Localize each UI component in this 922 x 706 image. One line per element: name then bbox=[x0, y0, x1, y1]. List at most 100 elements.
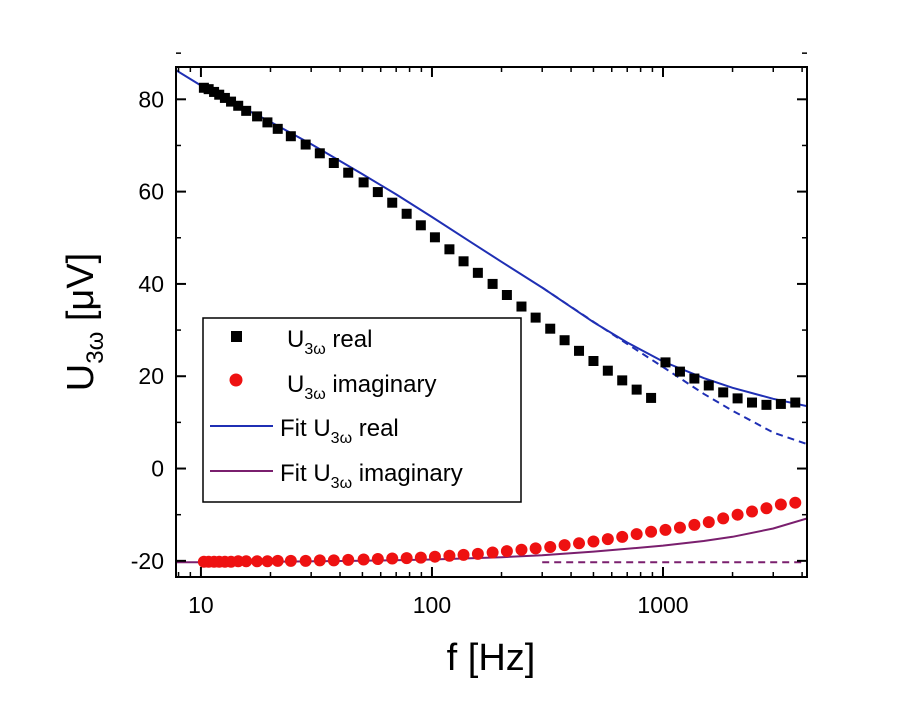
real-data-point bbox=[241, 105, 252, 116]
imaginary-data-point bbox=[428, 550, 441, 563]
real-data-point bbox=[401, 208, 412, 219]
real-data-point bbox=[226, 96, 237, 107]
real-data-point bbox=[372, 187, 383, 198]
imaginary-data-point bbox=[717, 512, 730, 525]
real-data-point bbox=[501, 290, 512, 300]
y-tick-label: 80 bbox=[138, 86, 164, 112]
imaginary-data-point bbox=[789, 496, 802, 509]
axis-ticks: 10 100 1000 -20 0 20 40 60 80 bbox=[131, 52, 807, 618]
imaginary-data-point bbox=[240, 555, 253, 568]
imaginary-data-point bbox=[327, 554, 340, 567]
imaginary-data-point bbox=[313, 554, 326, 567]
legend: U3ω real U3ω imaginary Fit U3ω real Fit … bbox=[202, 317, 522, 503]
imaginary-data-point bbox=[443, 549, 456, 562]
legend-marker-real bbox=[231, 331, 242, 342]
real-data-point bbox=[487, 278, 498, 289]
imaginary-data-point bbox=[271, 554, 284, 567]
imaginary-data-point bbox=[731, 508, 744, 521]
real-data-point bbox=[272, 123, 283, 134]
real-data-point bbox=[328, 158, 339, 168]
imaginary-data-point bbox=[630, 528, 643, 541]
real-data-point bbox=[387, 197, 398, 208]
real-data-point bbox=[545, 323, 556, 334]
real-data-point bbox=[574, 345, 585, 356]
imaginary-data-point bbox=[386, 552, 399, 565]
imaginary-data-point bbox=[284, 554, 297, 567]
real-data-point bbox=[262, 117, 273, 128]
real-data-point bbox=[674, 366, 685, 377]
imaginary-data-point bbox=[371, 553, 384, 565]
real-data-point bbox=[718, 387, 729, 398]
imaginary-data-point bbox=[774, 498, 787, 511]
dashed-line-real bbox=[541, 286, 807, 446]
imaginary-data-point bbox=[357, 553, 370, 566]
real-data-point bbox=[415, 220, 426, 231]
y-axis-title-sub: 3ω bbox=[82, 332, 109, 364]
imaginary-data-point bbox=[414, 551, 427, 564]
imaginary-data-point bbox=[616, 530, 629, 543]
real-data-point bbox=[689, 373, 700, 384]
imaginary-data-point bbox=[471, 547, 484, 560]
real-data-point bbox=[285, 131, 296, 142]
legend-marker-imaginary bbox=[229, 373, 243, 387]
imaginary-data-point bbox=[587, 535, 600, 548]
imaginary-data-point bbox=[500, 545, 513, 558]
real-data-point bbox=[790, 397, 801, 408]
imaginary-data-point bbox=[601, 533, 614, 546]
imaginary-data-point bbox=[457, 548, 470, 561]
real-data-point bbox=[203, 84, 214, 95]
legend-label-fit-real: Fit U3ω real bbox=[280, 415, 399, 447]
imaginary-data-point bbox=[261, 555, 274, 568]
imaginary-data-point bbox=[746, 505, 759, 518]
imaginary-data-point bbox=[299, 554, 312, 567]
y-tick-label: 0 bbox=[151, 456, 164, 482]
real-data-point bbox=[233, 100, 244, 111]
real-data-point bbox=[458, 256, 469, 267]
real-data-point bbox=[703, 380, 714, 391]
imaginary-data-point bbox=[342, 553, 355, 566]
y-tick-label: 40 bbox=[138, 271, 164, 297]
imaginary-data-point bbox=[400, 552, 413, 565]
imaginary-data-point bbox=[251, 555, 264, 568]
y-axis-title-base: U bbox=[60, 364, 102, 391]
x-tick-label: 1000 bbox=[637, 592, 688, 618]
real-data-point bbox=[472, 267, 483, 278]
real-data-point bbox=[300, 139, 311, 150]
real-data-point bbox=[761, 399, 772, 410]
real-data-point bbox=[314, 148, 325, 159]
imaginary-data-point bbox=[544, 541, 557, 553]
x-axis-title: f [Hz] bbox=[447, 637, 536, 679]
real-data-point bbox=[588, 356, 599, 366]
imaginary-data-point bbox=[573, 537, 586, 550]
legend-label-real: U3ω real bbox=[287, 326, 372, 358]
imaginary-data-point bbox=[558, 539, 571, 552]
imaginary-data-point bbox=[760, 502, 773, 515]
imaginary-data-point bbox=[702, 516, 715, 529]
real-data-point bbox=[516, 301, 527, 312]
imaginary-data-point bbox=[529, 542, 542, 555]
real-data-point bbox=[429, 232, 440, 243]
real-data-point bbox=[209, 86, 220, 97]
real-data-point bbox=[444, 244, 455, 255]
imaginary-data-point bbox=[645, 525, 658, 538]
real-data-point bbox=[732, 393, 743, 404]
real-data-point bbox=[617, 375, 628, 386]
real-data-point bbox=[602, 365, 613, 376]
real-data-point bbox=[343, 167, 354, 178]
y-axis-title: U3ω [μV] bbox=[60, 253, 109, 391]
imaginary-data-point bbox=[486, 546, 499, 559]
real-data-point bbox=[252, 111, 263, 122]
y-tick-label: -20 bbox=[131, 548, 164, 574]
real-data-point bbox=[530, 312, 541, 323]
x-tick-label: 100 bbox=[413, 592, 451, 618]
real-data-point bbox=[747, 397, 758, 408]
imaginary-data-point bbox=[515, 543, 528, 556]
x-tick-label: 10 bbox=[188, 592, 214, 618]
legend-label-fit-imaginary: Fit U3ω imaginary bbox=[280, 460, 463, 492]
y-axis-title-unit: [μV] bbox=[60, 253, 102, 332]
real-data-point bbox=[775, 398, 786, 409]
real-data-point bbox=[559, 335, 570, 346]
imaginary-data-point bbox=[673, 521, 686, 534]
real-data-point bbox=[358, 177, 369, 188]
